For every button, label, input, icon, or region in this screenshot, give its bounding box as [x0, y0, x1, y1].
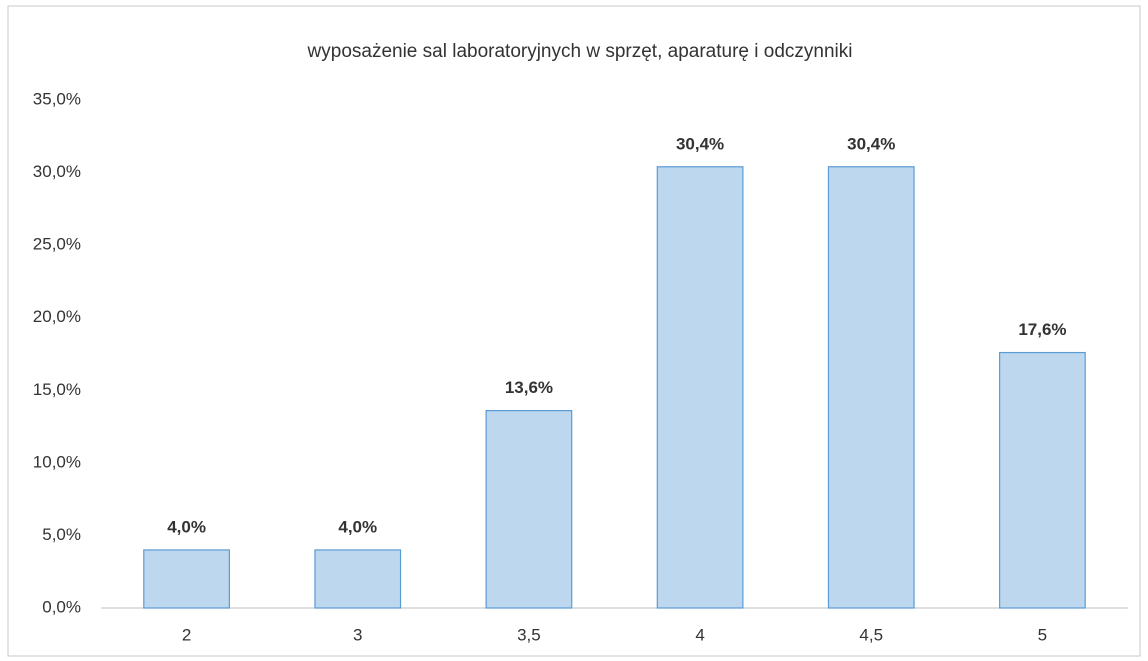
bar: [999, 351, 1086, 609]
y-tick-label: 15,0%: [33, 380, 81, 399]
bar: [143, 549, 230, 609]
data-label: 13,6%: [505, 378, 553, 397]
x-tick-label: 5: [1038, 625, 1047, 644]
bar: [656, 166, 744, 609]
x-tick-label: 2: [182, 625, 191, 644]
data-label: 4,0%: [338, 517, 377, 536]
data-label: 17,6%: [1018, 320, 1066, 339]
y-tick-label: 30,0%: [33, 162, 81, 181]
x-tick-label: 4,5: [859, 625, 883, 644]
y-tick-label: 0,0%: [42, 597, 81, 616]
chart-title: wyposażenie sal laboratoryjnych w sprzęt…: [307, 41, 853, 62]
bar: [314, 549, 402, 609]
data-label: 30,4%: [676, 134, 724, 153]
x-tick-label: 3: [353, 625, 362, 644]
x-tick-label: 4: [695, 625, 704, 644]
y-tick-label: 35,0%: [33, 89, 81, 108]
data-label: 30,4%: [847, 134, 895, 153]
y-tick-label: 20,0%: [33, 307, 81, 326]
y-tick-label: 10,0%: [33, 452, 81, 471]
chart-border: [7, 5, 1141, 657]
y-tick-label: 5,0%: [42, 525, 81, 544]
y-tick-label: 25,0%: [33, 235, 81, 254]
bar: [485, 410, 573, 609]
x-tick-label: 3,5: [517, 625, 541, 644]
bar: [827, 166, 915, 609]
data-label: 4,0%: [167, 517, 206, 536]
